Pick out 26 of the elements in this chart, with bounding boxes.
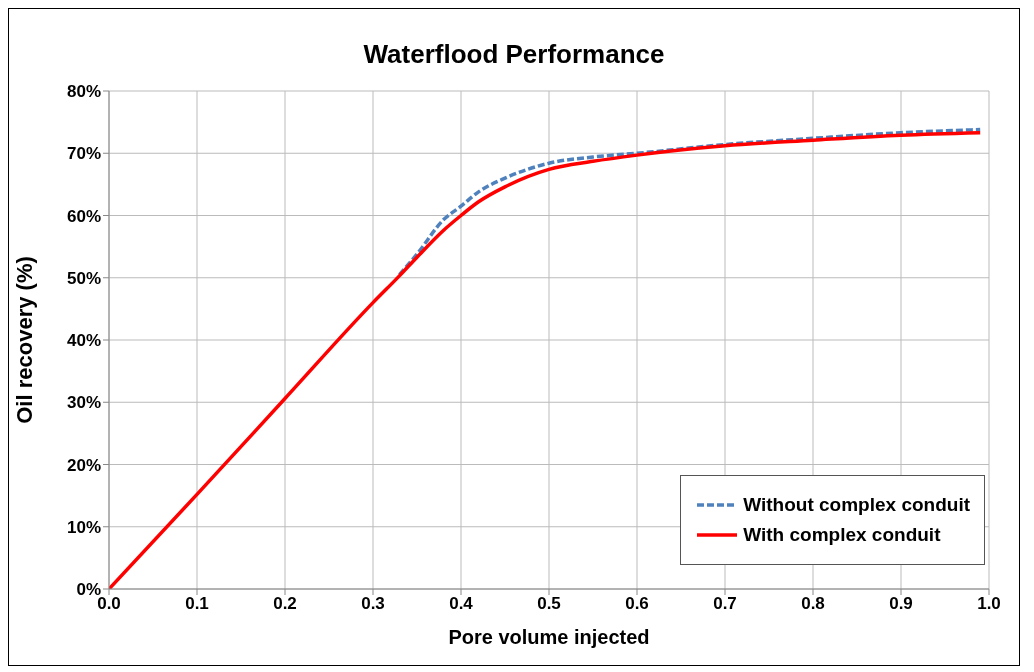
y-tick-label: 30% <box>66 393 101 413</box>
x-axis-title: Pore volume injected <box>448 626 650 648</box>
x-tick-label: 0.5 <box>537 594 561 614</box>
y-tick-label: 50% <box>66 268 101 288</box>
chart-title: Waterflood Performance <box>362 39 666 71</box>
legend-label: With complex conduit <box>743 524 941 546</box>
line-series <box>109 130 982 589</box>
x-tick-label: 0.9 <box>889 594 913 614</box>
x-tick-label: 0.2 <box>273 594 297 614</box>
y-tick-label: 60% <box>66 206 101 226</box>
legend-label: Without complex conduit <box>743 494 970 516</box>
x-tick-label: 0.8 <box>801 594 825 614</box>
y-tick-label: 10% <box>66 517 101 537</box>
x-tick-label: 1.0 <box>977 594 1001 614</box>
y-tick-label: 20% <box>66 455 101 475</box>
x-tick-label: 0.7 <box>713 594 737 614</box>
x-tick-label: 0.0 <box>97 594 121 614</box>
x-tick-label: 0.4 <box>449 594 474 614</box>
y-tick-label: 40% <box>66 331 101 351</box>
y-axis-title: Oil recovery (%) <box>11 256 37 424</box>
x-tick-label: 0.1 <box>185 594 209 614</box>
y-tick-label: 80% <box>66 82 101 102</box>
x-tick-label: 0.3 <box>361 594 385 614</box>
x-tick-label: 0.6 <box>625 594 649 614</box>
y-tick-label: 70% <box>66 144 101 164</box>
line-series <box>397 127 982 277</box>
